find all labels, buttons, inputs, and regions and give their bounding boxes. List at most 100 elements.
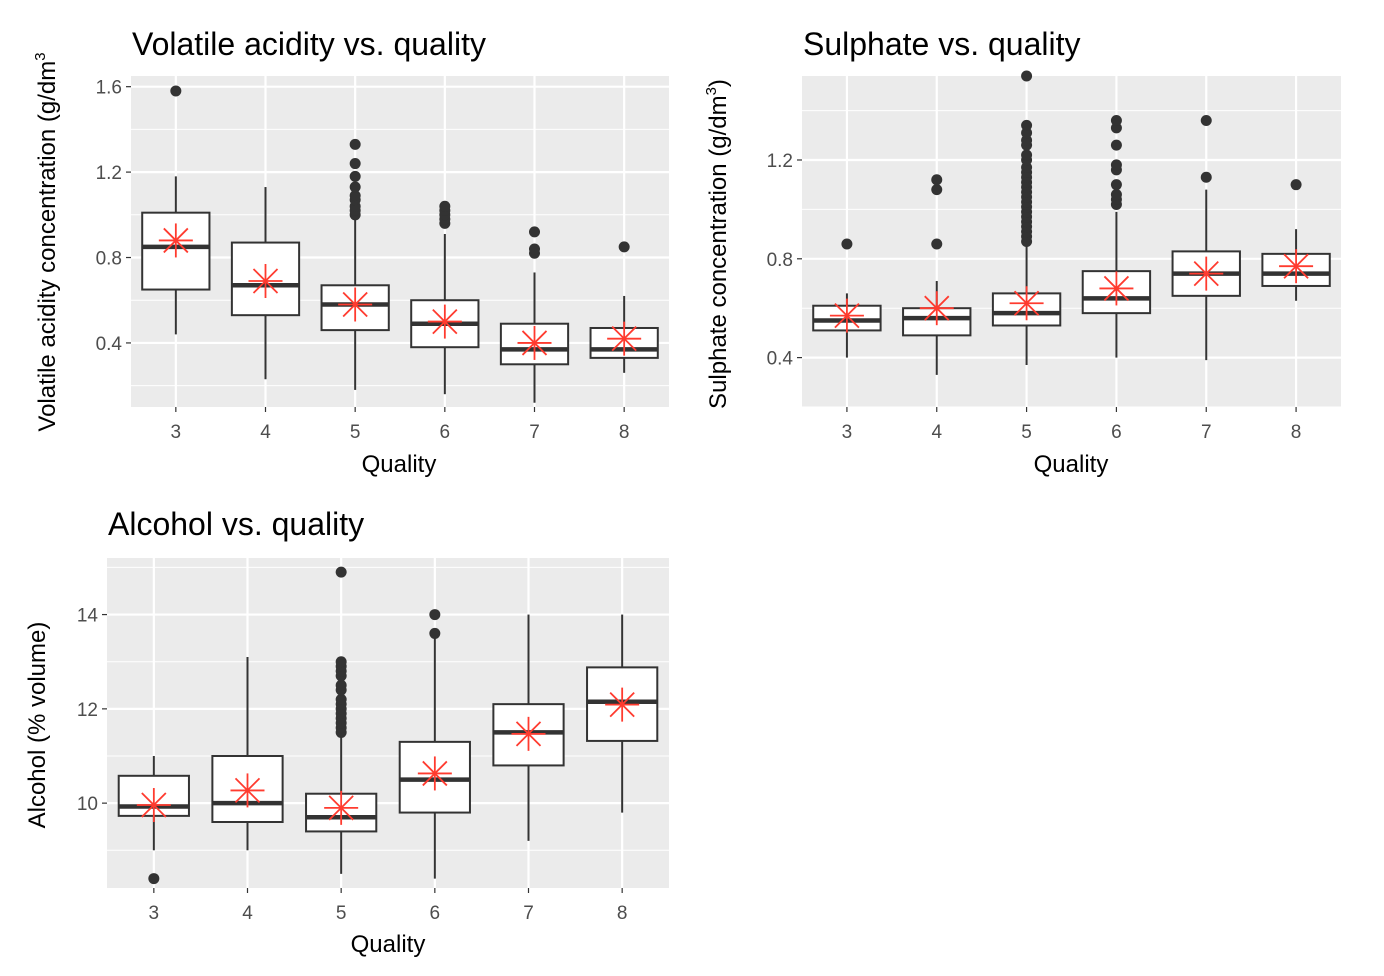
mean-marker xyxy=(136,788,171,823)
box-quality-4 xyxy=(902,174,972,375)
mean-marker xyxy=(427,304,462,339)
outlier-point xyxy=(841,238,853,250)
box-quality-3 xyxy=(812,238,882,358)
x-tick-label: 6 xyxy=(440,422,451,443)
x-tick-label: 7 xyxy=(523,903,534,924)
mean-marker xyxy=(517,325,552,360)
y-axis-title-superscript: 3 xyxy=(703,87,720,95)
y-axis-title-main: Alcohol (% volume) xyxy=(24,622,51,829)
y-axis: 10 12 14 xyxy=(77,606,107,815)
mean-marker-ray xyxy=(1013,290,1040,316)
box-quality-8 xyxy=(586,614,659,813)
outlier-point xyxy=(529,243,540,255)
x-tick-label: 5 xyxy=(1021,422,1032,443)
box-quality-3 xyxy=(141,85,211,335)
y-tick-label: 12 xyxy=(77,700,98,721)
x-tick-label: 5 xyxy=(336,903,347,924)
mean-marker-ray xyxy=(611,326,637,352)
outlier-point xyxy=(349,170,361,182)
mean-marker xyxy=(511,716,546,751)
mean-marker xyxy=(338,287,373,322)
box-quality-7 xyxy=(1171,114,1241,361)
x-tick-label: 4 xyxy=(242,903,253,924)
alcohol-chart: Alcohol vs. quality Quality Alcohol (% v… xyxy=(24,506,669,958)
mean-marker xyxy=(248,264,283,299)
outlier-point xyxy=(931,174,943,186)
mean-marker-ray xyxy=(328,795,354,821)
y-tick-label: 0.4 xyxy=(767,349,794,370)
box-quality-4 xyxy=(230,187,301,380)
mean-marker-ray xyxy=(432,308,458,335)
outlier-point xyxy=(335,656,347,668)
x-axis-title: Quality xyxy=(362,451,437,478)
y-axis-title-suffix: ) xyxy=(705,79,732,87)
outlier-point xyxy=(1110,114,1122,126)
outlier-point xyxy=(1200,114,1212,126)
mean-marker-ray xyxy=(252,268,279,294)
outlier-point xyxy=(1290,179,1302,191)
sulphate-chart: Sulphate vs. quality Quality Sulphate co… xyxy=(703,26,1341,478)
outlier-point xyxy=(335,566,347,578)
x-tick-label: 6 xyxy=(1111,422,1122,443)
y-axis-title-main: Sulphate concentration (g/dm xyxy=(705,95,732,409)
y-axis-title-main: Volatile acidity concentration (g/dm xyxy=(34,61,61,432)
mean-marker-ray xyxy=(163,227,189,254)
mean-marker xyxy=(607,321,642,356)
y-tick-label: 0.8 xyxy=(767,250,793,271)
x-tick-label: 7 xyxy=(1201,422,1212,443)
outlier-point xyxy=(349,138,361,150)
box-quality-7 xyxy=(492,614,565,841)
outlier-point xyxy=(335,693,347,705)
y-tick-label: 0.8 xyxy=(96,249,122,270)
x-axis-title: Quality xyxy=(1034,451,1109,478)
mean-marker xyxy=(417,756,452,791)
x-axis: 3 4 5 6 7 8 xyxy=(171,407,629,443)
x-tick-label: 5 xyxy=(350,422,361,443)
outlier-point xyxy=(618,241,630,253)
chart-title: Sulphate vs. quality xyxy=(803,26,1081,62)
outlier-point xyxy=(349,158,361,170)
x-tick-label: 3 xyxy=(842,422,853,443)
outlier-point xyxy=(1110,159,1122,171)
box-quality-5 xyxy=(320,138,390,390)
x-tick-label: 6 xyxy=(430,903,441,924)
mean-marker-ray xyxy=(1103,275,1130,302)
outlier-point xyxy=(148,873,160,885)
y-axis: 0.4 0.8 1.2 1.6 xyxy=(96,78,131,355)
mean-marker-ray xyxy=(422,760,448,787)
y-tick-label: 1.2 xyxy=(767,151,793,172)
mean-marker xyxy=(1189,256,1224,291)
outlier-point xyxy=(1021,149,1033,161)
mean-marker-ray xyxy=(521,330,548,356)
outlier-point xyxy=(1021,70,1033,82)
outlier-point xyxy=(335,679,347,691)
panel-background xyxy=(107,558,669,888)
y-tick-label: 1.6 xyxy=(96,78,122,99)
y-axis-title: Volatile acidity concentration (g/dm3 xyxy=(32,52,61,431)
y-tick-label: 10 xyxy=(77,794,98,815)
y-tick-label: 1.2 xyxy=(96,163,122,184)
x-axis: 3 4 5 6 7 8 xyxy=(149,888,628,924)
outlier-point xyxy=(170,85,182,97)
x-axis-title: Quality xyxy=(351,931,426,958)
outlier-point xyxy=(1110,179,1122,191)
x-tick-label: 4 xyxy=(260,422,271,443)
outlier-point xyxy=(1110,139,1122,151)
y-axis-title-superscript: 3 xyxy=(32,52,49,60)
x-tick-label: 3 xyxy=(149,903,160,924)
box-quality-6 xyxy=(1081,114,1152,358)
x-tick-label: 8 xyxy=(617,903,628,924)
mean-marker xyxy=(1009,286,1044,321)
box-quality-7 xyxy=(499,226,570,403)
box-quality-8 xyxy=(1261,179,1331,301)
outlier-point xyxy=(529,226,540,238)
outlier-point xyxy=(429,627,441,639)
panel-background xyxy=(802,76,1341,407)
mean-marker xyxy=(158,223,193,258)
mean-marker xyxy=(324,790,359,825)
y-axis: 0.4 0.8 1.2 xyxy=(767,151,802,370)
mean-marker-ray xyxy=(141,792,167,818)
mean-marker-ray xyxy=(834,302,860,329)
panel-background xyxy=(131,76,669,407)
mean-marker-ray xyxy=(609,691,635,718)
